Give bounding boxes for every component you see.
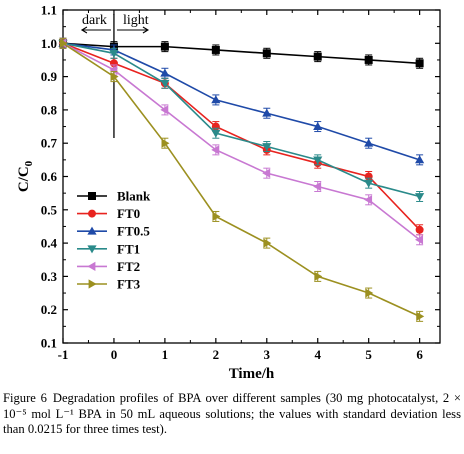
data-point bbox=[212, 211, 221, 222]
x-tick-label: -1 bbox=[58, 347, 69, 362]
data-point bbox=[161, 138, 170, 148]
y-axis-title: C/C0 bbox=[16, 160, 35, 192]
data-point bbox=[211, 95, 221, 104]
legend-item-FT2: FT2 bbox=[77, 259, 140, 274]
light-arrow-head bbox=[142, 26, 150, 34]
data-point bbox=[110, 72, 119, 82]
data-point bbox=[364, 55, 373, 64]
data-point bbox=[364, 138, 374, 147]
legend-marker bbox=[87, 226, 97, 235]
legend-label: FT3 bbox=[117, 277, 141, 292]
series-line bbox=[62, 42, 420, 65]
data-point bbox=[313, 121, 323, 130]
legend-item-FT1: FT1 bbox=[77, 241, 140, 256]
data-point bbox=[416, 311, 425, 321]
x-tick-label: 0 bbox=[111, 347, 118, 362]
legend-item-Blank: Blank bbox=[77, 189, 151, 204]
data-point bbox=[364, 179, 374, 188]
series-line bbox=[62, 42, 421, 241]
x-tick-label: 4 bbox=[314, 347, 321, 362]
legend-label: FT0 bbox=[117, 206, 140, 221]
dark-arrow-head bbox=[80, 26, 88, 34]
legend-label: Blank bbox=[117, 189, 151, 204]
data-point bbox=[109, 49, 119, 58]
y-tick-label: 0.5 bbox=[41, 202, 58, 217]
x-tick-label: 3 bbox=[264, 347, 271, 362]
data-point bbox=[262, 108, 272, 117]
plot-frame bbox=[62, 9, 441, 344]
x-tick-label: 1 bbox=[162, 347, 169, 362]
y-axis-title-main: C/C bbox=[16, 166, 32, 192]
figure-caption: Figure 6 Degradation profiles of BPA over… bbox=[3, 391, 461, 438]
y-tick-label: 0.9 bbox=[41, 69, 58, 84]
y-tick-label: 0.3 bbox=[41, 269, 58, 284]
data-point bbox=[109, 65, 118, 75]
caption-text: Degradation profiles of BPA over differe… bbox=[3, 391, 461, 436]
x-tick-label: 2 bbox=[213, 347, 220, 362]
data-point bbox=[211, 129, 221, 138]
legend-marker bbox=[87, 245, 97, 254]
legend-marker bbox=[88, 192, 96, 200]
caption-label: Figure 6 bbox=[3, 391, 47, 405]
data-point bbox=[211, 145, 220, 155]
data-point bbox=[160, 42, 169, 51]
y-tick-label: 1.0 bbox=[41, 36, 57, 51]
data-point bbox=[211, 45, 220, 54]
y-tick-label: 0.2 bbox=[41, 302, 57, 317]
y-tick-label: 0.6 bbox=[41, 169, 58, 184]
series-FT3 bbox=[59, 37, 425, 322]
data-point bbox=[262, 143, 272, 152]
light-label: light bbox=[123, 13, 149, 28]
data-point bbox=[160, 68, 170, 77]
x-axis-title: Time/h bbox=[229, 366, 275, 382]
legend-item-FT0.5: FT0.5 bbox=[77, 224, 150, 239]
series-line bbox=[62, 42, 420, 198]
chart: -1 0 1 2 3 4 5 6 0.1 0.2 0.3 0.4 0.5 0.6 0.7 0.8 0.9 1.0 1… bbox=[16, 3, 441, 382]
y-tick-label: 1.1 bbox=[41, 3, 57, 18]
y-tick-label: 0.8 bbox=[41, 102, 58, 117]
data-point bbox=[160, 79, 170, 88]
data-point bbox=[313, 156, 323, 165]
legend-marker bbox=[87, 261, 96, 271]
data-point bbox=[415, 59, 424, 68]
legend-item-FT3: FT3 bbox=[77, 277, 141, 292]
data-point bbox=[415, 235, 424, 245]
data-point bbox=[160, 105, 169, 115]
series-line bbox=[62, 42, 420, 318]
legend-label: FT1 bbox=[117, 241, 140, 256]
legend-label: FT0.5 bbox=[117, 224, 150, 239]
y-axis-title-subscript: 0 bbox=[23, 160, 35, 166]
data-point bbox=[365, 288, 374, 298]
data-point bbox=[415, 225, 424, 234]
y-tick-label: 0.1 bbox=[41, 336, 57, 351]
legend-label: FT2 bbox=[117, 259, 140, 274]
data-point bbox=[263, 238, 272, 248]
data-point bbox=[364, 195, 373, 205]
data-point bbox=[262, 168, 271, 178]
x-tick-label: 5 bbox=[365, 347, 372, 362]
series-line bbox=[62, 42, 420, 161]
legend-item-FT0: FT0 bbox=[77, 206, 140, 221]
y-tick-label: 0.4 bbox=[41, 236, 58, 251]
data-point bbox=[262, 49, 271, 58]
x-tick-label: 6 bbox=[416, 347, 423, 362]
y-tick-label: 0.7 bbox=[41, 136, 58, 151]
data-point bbox=[59, 38, 68, 48]
data-point bbox=[415, 155, 425, 164]
figure: -1 0 1 2 3 4 5 6 0.1 0.2 0.3 0.4 0.5 0.6 0.7 0.8 0.9 1.0 1… bbox=[16, 3, 441, 382]
data-point bbox=[415, 193, 425, 202]
legend-marker bbox=[88, 209, 96, 218]
data-point bbox=[313, 52, 322, 61]
data-point bbox=[313, 181, 322, 192]
series-line bbox=[62, 42, 421, 231]
dark-label: dark bbox=[82, 13, 107, 28]
data-point bbox=[314, 271, 323, 281]
legend-marker bbox=[88, 279, 97, 289]
